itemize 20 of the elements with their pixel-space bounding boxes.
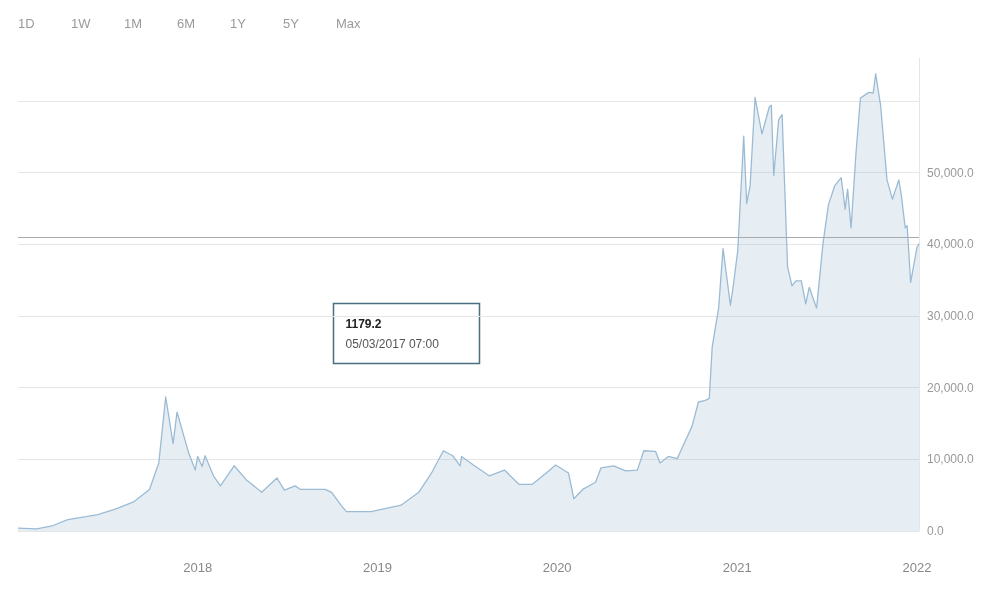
annotation: 1179.2 xyxy=(345,316,382,331)
x-tick-label: 2022 xyxy=(902,560,932,575)
text: 5Y xyxy=(283,16,300,31)
y-tick-label: 20,000.0 xyxy=(927,380,975,395)
y-tick-label: 40,000.0 xyxy=(927,237,975,252)
y-tick-label: 10,000.0 xyxy=(927,452,975,467)
x-tick-label: 2020 xyxy=(542,560,572,575)
y-tick-label: 30,000.0 xyxy=(927,309,975,323)
x-tick-label: 2019 xyxy=(362,560,392,575)
annotation: 05/03/2017 07:00 xyxy=(345,336,440,351)
text: 1D xyxy=(18,16,35,31)
text: 1Y xyxy=(230,16,247,31)
text: 1W xyxy=(71,16,92,31)
x-tick-label: 2021 xyxy=(722,560,752,575)
text: 1M xyxy=(124,16,143,31)
y-tick-label: 0.0 xyxy=(927,524,945,538)
x-tick-label: 2018 xyxy=(183,560,213,575)
text: 6M xyxy=(177,16,196,31)
y-tick-label: 50,000.0 xyxy=(927,165,975,180)
text: Max xyxy=(336,16,362,31)
